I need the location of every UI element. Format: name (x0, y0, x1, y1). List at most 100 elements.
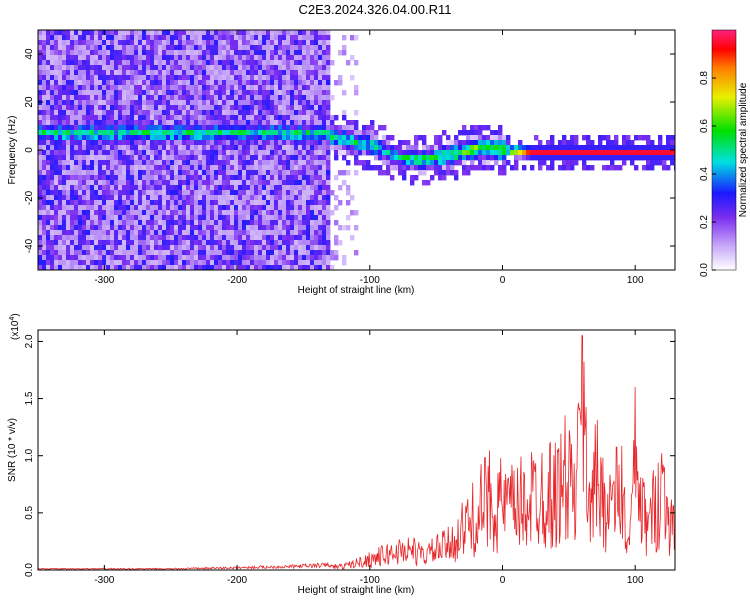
spectrogram-cell (170, 40, 175, 46)
spectrogram-cell (290, 230, 295, 236)
spectrogram-cell (206, 260, 211, 266)
spectrogram-cell (206, 95, 211, 101)
spectrogram-cell (118, 260, 123, 266)
spectrogram-cell (46, 130, 51, 136)
spectrogram-cell (118, 190, 123, 196)
spectrogram-cell (230, 110, 235, 116)
spectrogram-cell (114, 35, 119, 41)
spectrogram-cell (562, 135, 567, 141)
spectrogram-cell (618, 145, 623, 151)
spectrogram-cell (134, 130, 139, 136)
spectrogram-cell (326, 95, 331, 101)
spectrogram-cell (310, 225, 315, 231)
spectrogram-cell (194, 165, 199, 171)
spectrogram-cell (130, 85, 135, 91)
spectrogram-cell (322, 30, 327, 36)
spectrogram-cell (298, 110, 303, 116)
spectrogram-cell (294, 265, 299, 270)
spectrogram-cell (146, 170, 151, 176)
spectrogram-cell (410, 145, 415, 151)
spectrogram-cell (154, 245, 159, 251)
spectrogram-cell (422, 180, 427, 186)
spectrogram-cell (514, 165, 519, 171)
spectrogram-cell (258, 240, 263, 246)
spectrogram-cell (114, 70, 119, 76)
spectrogram-cell (306, 245, 311, 251)
spectrogram-cell (194, 140, 199, 146)
spectrogram-cell (286, 135, 291, 141)
spectrogram-cell (62, 60, 67, 66)
spectrogram-cell (118, 165, 123, 171)
spectrogram-cell (130, 50, 135, 56)
spectrogram-cell (130, 130, 135, 136)
spectrogram-cell (314, 185, 319, 191)
spectrogram-cell (286, 170, 291, 176)
spectrogram-cell (90, 115, 95, 121)
spectrogram-cell (102, 235, 107, 241)
spectrogram-cell (218, 125, 223, 131)
spectrogram-cell (110, 50, 115, 56)
spectrogram-cell (314, 65, 319, 71)
spectrogram-cell (234, 55, 239, 61)
spectrogram-cell (482, 135, 487, 141)
spectrogram-cell (230, 195, 235, 201)
spectrogram-cell (626, 150, 631, 156)
spectrogram-cell (322, 140, 327, 146)
spectrogram-cell (250, 150, 255, 156)
spectrogram-cell (334, 175, 339, 181)
spectrogram-cell (154, 60, 159, 66)
spectrogram-cell (162, 245, 167, 251)
spectrogram-cell (66, 165, 71, 171)
spectrogram-cell (126, 110, 131, 116)
spectrogram-cell (58, 195, 63, 201)
spectrogram-cell (42, 135, 47, 141)
spectrogram-cell (62, 30, 67, 36)
spectrogram-cell (546, 140, 551, 146)
spectrogram-cell (130, 105, 135, 111)
spectrogram-cell (570, 160, 575, 166)
spectrogram-cell (134, 95, 139, 101)
spectrogram-cell (242, 215, 247, 221)
spectrogram-cell (166, 115, 171, 121)
spectrogram-cell (262, 225, 267, 231)
spectrogram-cell (222, 145, 227, 151)
spectrogram-cell (582, 145, 587, 151)
spectrogram-cell (154, 50, 159, 56)
spectrogram-cell (206, 200, 211, 206)
spectrogram-cell (298, 100, 303, 106)
spectrogram-cell (230, 120, 235, 126)
spectrogram-cell (150, 165, 155, 171)
spectrogram-cell (182, 55, 187, 61)
spectrogram-cell (42, 175, 47, 181)
spectrogram-cell (54, 175, 59, 181)
spectrogram-cell (146, 95, 151, 101)
spectrogram-cell (162, 65, 167, 71)
spectrogram-cell (74, 190, 79, 196)
spectrogram-cell (162, 90, 167, 96)
spectrogram-cell (106, 35, 111, 41)
spectrogram-cell (98, 245, 103, 251)
spectrogram-cell (182, 40, 187, 46)
spectrogram-cell (78, 65, 83, 71)
spectrogram-cell (222, 155, 227, 161)
spectrogram-cell (402, 160, 407, 166)
spectrogram-cell (434, 165, 439, 171)
spectrogram-cell (154, 85, 159, 91)
spectrogram-cell (166, 105, 171, 111)
spectrogram-cell (318, 250, 323, 256)
spectrogram-cell (66, 150, 71, 156)
spectrogram-cell (110, 165, 115, 171)
spectrogram-cell (154, 235, 159, 241)
spectrogram-cell (306, 165, 311, 171)
spectrogram-cell (250, 75, 255, 81)
spectrogram-cell (138, 140, 143, 146)
spectrogram-cell (142, 165, 147, 171)
spectrogram-cell (42, 265, 47, 270)
spectrogram-cell (78, 140, 83, 146)
spectrogram-cell (102, 90, 107, 96)
spectrogram-cell (46, 170, 51, 176)
spectrogram-cell (202, 210, 207, 216)
spectrogram-cell (586, 155, 591, 161)
spectrogram-cell (110, 265, 115, 270)
spectrogram-cell (178, 265, 183, 270)
